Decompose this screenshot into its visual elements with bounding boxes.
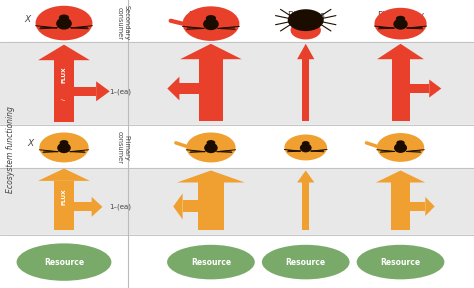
Ellipse shape — [203, 18, 219, 30]
Ellipse shape — [167, 245, 255, 279]
Ellipse shape — [57, 143, 71, 153]
Text: X: X — [24, 15, 30, 24]
Bar — [0, 0, 474, 42]
Text: Resource: Resource — [44, 257, 84, 267]
Polygon shape — [173, 193, 182, 219]
Text: Resource: Resource — [191, 257, 231, 267]
Bar — [0, 235, 474, 288]
Bar — [302, 59, 309, 121]
Circle shape — [396, 16, 405, 22]
Text: 1–(ea): 1–(ea) — [109, 204, 131, 210]
Ellipse shape — [394, 143, 407, 153]
Text: Primary
consumer: Primary consumer — [117, 131, 130, 164]
Bar — [74, 87, 96, 96]
Polygon shape — [297, 44, 314, 59]
Text: Biomass: Biomass — [287, 11, 325, 20]
Polygon shape — [425, 197, 435, 216]
Text: 1–(ea): 1–(ea) — [109, 88, 131, 94]
Circle shape — [284, 134, 327, 160]
Polygon shape — [377, 44, 424, 59]
Bar — [54, 181, 74, 230]
Circle shape — [302, 141, 310, 146]
Text: X: X — [28, 139, 34, 149]
Polygon shape — [180, 44, 242, 59]
Circle shape — [291, 21, 321, 39]
Ellipse shape — [204, 143, 218, 153]
Bar — [410, 84, 429, 93]
Text: Ecosystem functioning: Ecosystem functioning — [6, 106, 15, 193]
Circle shape — [186, 132, 236, 162]
Polygon shape — [38, 45, 90, 60]
Bar — [179, 83, 199, 94]
Ellipse shape — [393, 18, 408, 30]
Circle shape — [207, 140, 215, 145]
Bar — [0, 168, 474, 235]
Bar — [182, 200, 198, 212]
Circle shape — [60, 140, 68, 145]
Circle shape — [396, 140, 405, 145]
Polygon shape — [91, 197, 102, 217]
Circle shape — [59, 14, 69, 21]
Bar — [392, 59, 410, 121]
Text: Body size: Body size — [189, 11, 233, 20]
Polygon shape — [38, 168, 90, 181]
Text: Resource: Resource — [381, 257, 420, 267]
Circle shape — [288, 9, 324, 31]
Text: Secondary
consumer: Secondary consumer — [117, 5, 130, 41]
Polygon shape — [376, 170, 425, 183]
Text: FLUX: FLUX — [62, 188, 66, 205]
Bar — [54, 60, 74, 122]
Bar — [74, 202, 91, 211]
Circle shape — [182, 6, 239, 41]
Ellipse shape — [356, 245, 444, 279]
Ellipse shape — [56, 18, 72, 30]
Circle shape — [377, 133, 424, 162]
Bar — [0, 125, 474, 168]
Polygon shape — [167, 77, 179, 101]
Bar — [391, 183, 410, 230]
Ellipse shape — [300, 143, 311, 152]
Bar — [410, 202, 425, 211]
Text: Phylogeny: Phylogeny — [377, 11, 424, 20]
Circle shape — [206, 15, 216, 21]
Circle shape — [39, 132, 89, 162]
Bar — [302, 183, 309, 230]
Bar — [198, 183, 224, 230]
Polygon shape — [429, 79, 441, 98]
Bar — [0, 42, 474, 125]
Polygon shape — [96, 81, 110, 101]
Text: FLUX: FLUX — [62, 67, 66, 83]
Ellipse shape — [262, 245, 350, 279]
Polygon shape — [297, 170, 314, 183]
Bar — [199, 59, 223, 121]
Polygon shape — [177, 170, 245, 183]
Circle shape — [36, 6, 92, 40]
Circle shape — [374, 8, 427, 39]
Text: l: l — [62, 98, 66, 100]
Ellipse shape — [17, 243, 111, 281]
Text: Resource: Resource — [286, 257, 326, 267]
